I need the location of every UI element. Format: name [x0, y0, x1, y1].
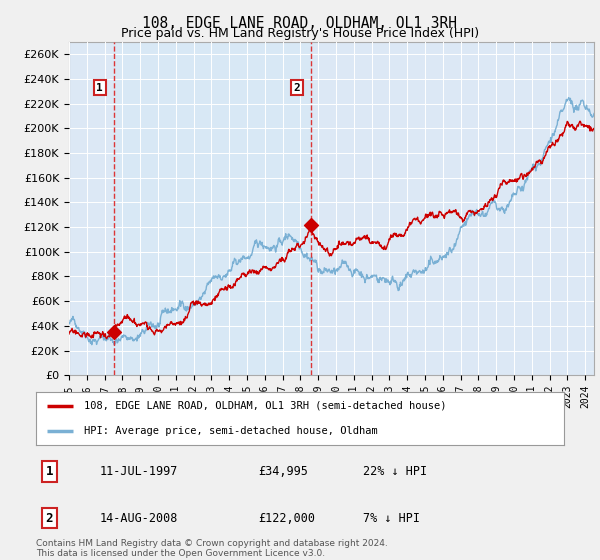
- Text: £122,000: £122,000: [258, 511, 315, 525]
- Text: £34,995: £34,995: [258, 465, 308, 478]
- Text: 1: 1: [46, 465, 53, 478]
- Text: Contains HM Land Registry data © Crown copyright and database right 2024.
This d: Contains HM Land Registry data © Crown c…: [36, 539, 388, 558]
- Text: 14-AUG-2008: 14-AUG-2008: [100, 511, 178, 525]
- Text: 108, EDGE LANE ROAD, OLDHAM, OL1 3RH (semi-detached house): 108, EDGE LANE ROAD, OLDHAM, OL1 3RH (se…: [83, 401, 446, 411]
- Text: 2: 2: [294, 83, 301, 92]
- Text: 7% ↓ HPI: 7% ↓ HPI: [364, 511, 421, 525]
- Point: [307, 220, 316, 229]
- Text: Price paid vs. HM Land Registry's House Price Index (HPI): Price paid vs. HM Land Registry's House …: [121, 27, 479, 40]
- Text: 11-JUL-1997: 11-JUL-1997: [100, 465, 178, 478]
- Point: [109, 328, 119, 337]
- Text: HPI: Average price, semi-detached house, Oldham: HPI: Average price, semi-detached house,…: [83, 426, 377, 436]
- Bar: [114, 42, 311, 375]
- Text: 1: 1: [97, 83, 103, 92]
- Text: 108, EDGE LANE ROAD, OLDHAM, OL1 3RH: 108, EDGE LANE ROAD, OLDHAM, OL1 3RH: [143, 16, 458, 31]
- Text: 22% ↓ HPI: 22% ↓ HPI: [364, 465, 427, 478]
- Text: 2: 2: [46, 511, 53, 525]
